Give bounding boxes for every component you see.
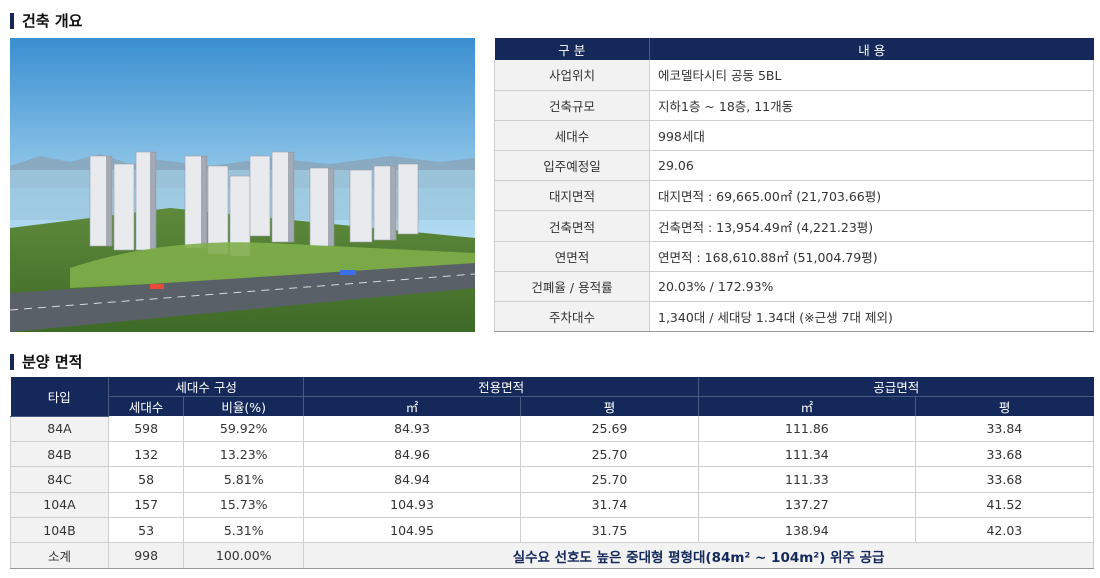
cell-exclusive-pyeong: 25.70 <box>520 466 700 493</box>
cell-exclusive-pyeong: 31.74 <box>520 492 700 519</box>
overview-header-content: 내 용 <box>649 38 1094 60</box>
cell-exclusive-pyeong: 25.69 <box>520 416 700 442</box>
row-value: 29.06 <box>649 150 1094 182</box>
table-row: 연면적 연면적 : 168,610.88㎡ (51,004.79평) <box>494 241 1094 272</box>
cell-ratio: 5.81% <box>183 466 305 493</box>
row-label: 건폐율 / 용적률 <box>494 271 650 303</box>
overview-section-title: 건축 개요 <box>10 10 82 31</box>
table-row: 건축규모 지하1층 ~ 18층, 11개동 <box>494 90 1094 121</box>
cell-type: 104B <box>10 517 109 544</box>
cell-exclusive-m2: 84.93 <box>303 416 521 442</box>
cell-ratio: 15.73% <box>183 492 305 519</box>
overview-header-category: 구 분 <box>494 38 650 60</box>
cell-units: 53 <box>108 517 185 544</box>
row-value: 지하1층 ~ 18층, 11개동 <box>649 90 1094 121</box>
area-header-exclusive-group: 전용면적 <box>303 377 700 397</box>
area-header-units-group: 세대수 구성 <box>108 377 305 397</box>
cell-supply-pyeong: 33.84 <box>915 416 1095 442</box>
row-label: 사업위치 <box>494 60 650 91</box>
cell-supply-pyeong: 33.68 <box>915 466 1095 493</box>
cell-exclusive-m2: 84.96 <box>303 441 521 468</box>
subheader-exclusive-m2: ㎡ <box>303 396 521 416</box>
subheader-supply-m2: ㎡ <box>698 396 916 416</box>
row-value: 998세대 <box>649 120 1094 152</box>
table-row: 주차대수 1,340대 / 세대당 1.34대 (※근생 7대 제외) <box>494 301 1094 333</box>
title-marker <box>10 12 14 29</box>
total-row: 소계 998 100.00% 실수요 선호도 높은 중대형 평형대(84m² ~… <box>10 542 1094 569</box>
subheader-units: 세대수 <box>108 396 185 416</box>
supply-note: 실수요 선호도 높은 중대형 평형대(84m² ~ 104m²) 위주 공급 <box>303 542 1094 569</box>
row-value: 에코델타시티 공동 5BL <box>649 60 1094 91</box>
table-row: 84A 598 59.92% 84.93 25.69 111.86 33.84 <box>10 416 1095 442</box>
cell-ratio: 13.23% <box>183 441 305 468</box>
subheader-ratio: 비율(%) <box>183 396 305 416</box>
cell-ratio: 5.31% <box>183 517 305 544</box>
area-table: 타입 세대수 구성 전용면적 공급면적 세대수 비율(%) ㎡ 평 ㎡ 평 84… <box>10 377 1095 569</box>
subheader-exclusive-pyeong: 평 <box>520 396 700 416</box>
cell-supply-m2: 111.34 <box>698 441 916 468</box>
table-row: 104B 53 5.31% 104.95 31.75 138.94 42.03 <box>10 517 1095 544</box>
table-row: 사업위치 에코델타시티 공동 5BL <box>494 60 1094 91</box>
area-header-supply-group: 공급면적 <box>698 377 1094 397</box>
row-label: 세대수 <box>494 120 650 152</box>
cell-exclusive-m2: 84.94 <box>303 466 521 493</box>
row-label: 건축면적 <box>494 210 650 242</box>
row-value: 연면적 : 168,610.88㎡ (51,004.79평) <box>649 241 1094 272</box>
cell-units: 157 <box>108 492 185 519</box>
row-value: 20.03% / 172.93% <box>649 271 1094 303</box>
cell-type: 84C <box>10 466 109 493</box>
overview-table: 구 분 내 용 사업위치 에코델타시티 공동 5BL 건축규모 지하1층 ~ 18층… <box>494 38 1094 333</box>
cell-type: 84A <box>10 416 109 442</box>
cell-units: 58 <box>108 466 185 493</box>
cell-supply-pyeong: 33.68 <box>915 441 1095 468</box>
area-section-title: 분양 면적 <box>10 351 82 372</box>
cell-exclusive-m2: 104.95 <box>303 517 521 544</box>
row-label: 건축규모 <box>494 90 650 121</box>
cell-exclusive-m2: 104.93 <box>303 492 521 519</box>
row-value: 1,340대 / 세대당 1.34대 (※근생 7대 제외) <box>649 301 1094 333</box>
area-header-type: 타입 <box>10 377 109 417</box>
cell-supply-pyeong: 41.52 <box>915 492 1095 519</box>
row-label: 대지면적 <box>494 180 650 212</box>
cell-ratio: 59.92% <box>183 416 305 442</box>
row-label: 연면적 <box>494 241 650 272</box>
table-row: 건축면적 건축면적 : 13,954.49㎡ (4,221.23평) <box>494 210 1094 242</box>
row-label: 주차대수 <box>494 301 650 333</box>
cell-type: 84B <box>10 441 109 468</box>
table-row: 대지면적 대지면적 : 69,665.00㎡ (21,703.66평) <box>494 180 1094 212</box>
table-row: 104A 157 15.73% 104.93 31.74 137.27 41.5… <box>10 492 1095 519</box>
overview-title-text: 건축 개요 <box>22 12 83 30</box>
cell-supply-m2: 111.33 <box>698 466 916 493</box>
subheader-supply-pyeong: 평 <box>915 396 1094 416</box>
table-row: 84C 58 5.81% 84.94 25.70 111.33 33.68 <box>10 466 1095 493</box>
row-value: 건축면적 : 13,954.49㎡ (4,221.23평) <box>649 210 1094 242</box>
table-row: 84B 132 13.23% 84.96 25.70 111.34 33.68 <box>10 441 1095 468</box>
cell-units: 132 <box>108 441 185 468</box>
cell-units: 598 <box>108 416 185 442</box>
row-value: 대지면적 : 69,665.00㎡ (21,703.66평) <box>649 180 1094 212</box>
total-ratio: 100.00% <box>183 542 305 569</box>
cell-supply-pyeong: 42.03 <box>915 517 1095 544</box>
table-row: 세대수 998세대 <box>494 120 1094 152</box>
cell-exclusive-pyeong: 31.75 <box>520 517 700 544</box>
cell-exclusive-pyeong: 25.70 <box>520 441 700 468</box>
title-marker <box>10 353 14 370</box>
total-units: 998 <box>108 542 185 569</box>
cell-supply-m2: 138.94 <box>698 517 916 544</box>
cell-type: 104A <box>10 492 109 519</box>
cell-supply-m2: 137.27 <box>698 492 916 519</box>
table-row: 건폐율 / 용적률 20.03% / 172.93% <box>494 271 1094 303</box>
table-row: 입주예정일 29.06 <box>494 150 1094 182</box>
cell-supply-m2: 111.86 <box>698 416 916 442</box>
area-title-text: 분양 면적 <box>22 353 83 371</box>
apartment-complex-image <box>10 38 475 332</box>
row-label: 입주예정일 <box>494 150 650 182</box>
total-label: 소계 <box>10 542 109 569</box>
